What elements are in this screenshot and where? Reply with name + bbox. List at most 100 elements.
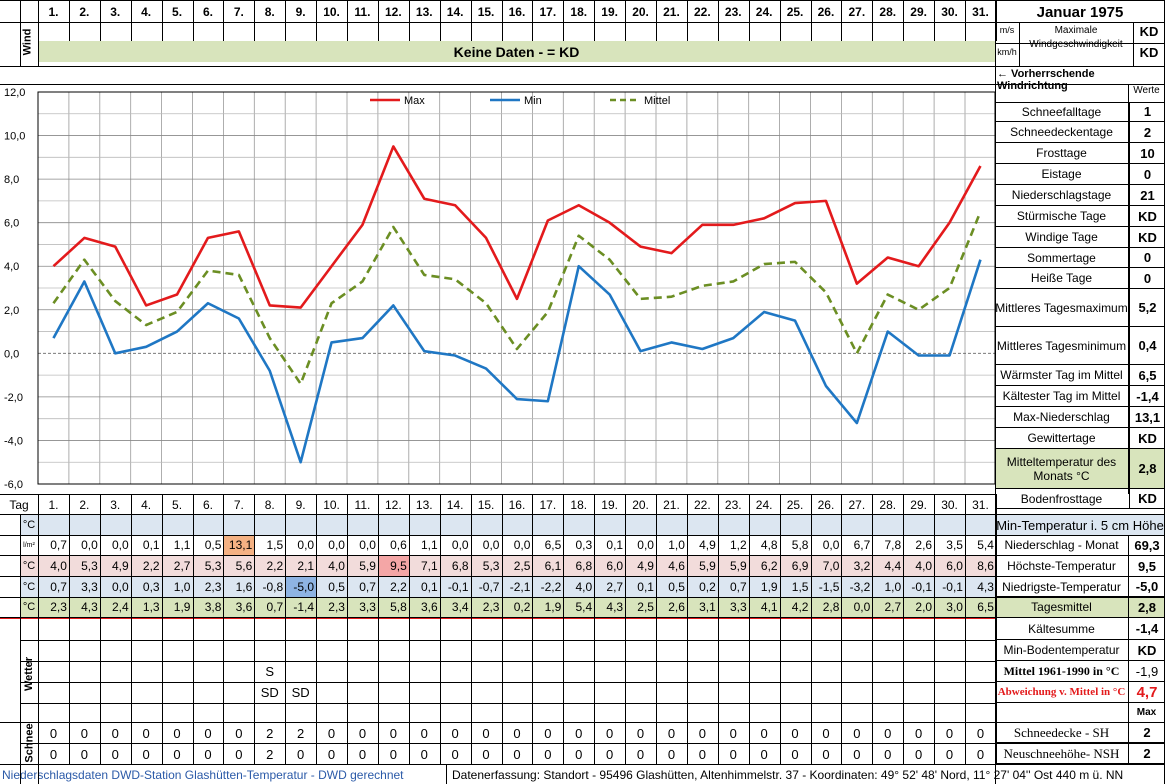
table-value-cell: 0,0 [451, 538, 469, 552]
sidebar-stat-row: Niederschlagstage 21 [995, 185, 1165, 206]
table-value-cell: 0,1 [606, 538, 624, 552]
snow-depth-cell: 0 [49, 725, 58, 741]
snow-depth-cell: 0 [235, 725, 243, 741]
grid-line [995, 494, 997, 618]
day-header-cell: 1. [48, 5, 59, 19]
grid-line [223, 722, 225, 764]
table-value-cell: 4,3 [81, 600, 98, 614]
day-header-cell: 2. [79, 5, 90, 19]
table-value-cell: 3,5 [946, 538, 963, 552]
sidebar-stat-value: 1 [1129, 102, 1165, 121]
sidebar-stat-label: Schneedeckentage [1010, 125, 1113, 139]
grid-line [934, 494, 936, 618]
grid-line [594, 494, 596, 618]
grid-line [254, 494, 256, 618]
table-value-cell: 0,0 [822, 538, 840, 552]
grid-line [0, 722, 995, 723]
snow-depth-cell: 0 [945, 725, 954, 741]
chart-ytick-label: 0,0 [4, 348, 19, 360]
wind-label: Wind [21, 28, 34, 56]
grid-line [0, 618, 995, 619]
grid-line [439, 618, 441, 722]
tag-day-cell: 30. [941, 497, 958, 512]
grid-line [99, 618, 101, 722]
table-value-cell: 2,7 [173, 559, 191, 573]
new-snow-cell: 0 [760, 746, 768, 762]
table-value-cell: 1,5 [266, 538, 284, 552]
grid-line [934, 618, 936, 722]
table-value-cell: 0,7 [50, 538, 67, 552]
table-value-cell: 4,9 [699, 538, 716, 552]
table-value-cell: -2,2 [540, 580, 562, 594]
table-value-cell: 6,8 [451, 559, 469, 573]
grid-line [903, 494, 905, 618]
table-value-cell: 0,0 [297, 538, 315, 552]
new-snow-cell: 0 [173, 746, 181, 762]
day-header-cell: 20. [632, 5, 649, 19]
day-header-cell: 24. [755, 5, 773, 19]
grid-line [285, 722, 287, 764]
grid-line [130, 0, 132, 41]
day-header-cell: 19. [601, 5, 618, 19]
grid-line [38, 0, 39, 41]
unit-kmh: km/h [997, 47, 1017, 57]
snow-depth-cell: 0 [482, 725, 490, 741]
grid-line [446, 764, 447, 784]
sidebar-stat-value: KD [1129, 489, 1165, 508]
table-value-cell: 4,8 [760, 538, 778, 552]
sidebar-stat-row: Bodenfrosttage KD [995, 489, 1165, 509]
table-value-cell: -0,1 [911, 580, 933, 594]
wind-section: Wind Keine Daten - = KD [0, 22, 995, 66]
table-unit-label: °C [22, 560, 36, 572]
grid-line [995, 618, 997, 722]
grid-line [38, 41, 39, 66]
table-value-cell: 0,1 [637, 580, 654, 594]
grid-line [779, 494, 781, 618]
table-value-cell: 0,7 [730, 580, 747, 594]
grid-line [38, 618, 39, 784]
grid-line [656, 722, 657, 764]
table-value-cell: 1,1 [173, 538, 191, 552]
table-value-cell: 0,0 [482, 538, 500, 552]
grid-line [408, 618, 410, 722]
new-snow-cell: 0 [297, 746, 305, 762]
grid-line [99, 494, 101, 618]
summary-value: KD [1137, 642, 1157, 658]
grid-line [810, 0, 812, 41]
table-value-cell: 2,3 [328, 600, 345, 614]
table-value-cell: 0,1 [421, 580, 438, 594]
table-value-cell: 4,0 [328, 559, 345, 573]
grid-line [532, 0, 534, 41]
tag-day-cell: 13. [415, 497, 433, 512]
grid-line [0, 535, 1165, 536]
wetter-label: Wetter [23, 656, 36, 692]
grid-line [38, 494, 39, 514]
sidebar-stat-row: Schneefalltage 1 [995, 102, 1165, 122]
day-header-cell: 6. [202, 5, 213, 19]
chart-ytick-label: 12,0 [4, 87, 25, 99]
tag-day-cell: 26. [817, 497, 835, 512]
grid-line [377, 0, 379, 41]
sidebar-stat-value: 0 [1129, 248, 1165, 267]
table-value-cell: 0,0 [513, 538, 531, 552]
tag-day-cell: 8. [264, 497, 275, 512]
day-header-cell: 22. [693, 5, 711, 19]
min5cm-label: Min-Temperatur i. 5 cm Höhe [995, 515, 1165, 535]
table-value-cell: 2,0 [915, 600, 933, 614]
tag-day-cell: 20. [632, 497, 649, 512]
table-value-cell: 1,5 [791, 580, 809, 594]
table-value-cell: 0,0 [81, 538, 98, 552]
snow-depth-cell: 0 [822, 725, 830, 741]
sidebar-stat-value: 10 [1129, 143, 1165, 163]
sidebar-stat-row: Stürmische Tage KD [995, 206, 1165, 227]
table-value-cell: 0,7 [359, 580, 376, 594]
summary-label: Tagesmittel [1031, 600, 1092, 614]
tag-day-cell: 27. [848, 497, 866, 512]
sidebar-stat-label: Kältester Tag im Mittel [1002, 389, 1121, 403]
grid-line [501, 0, 503, 41]
table-value-cell: 5,3 [81, 559, 98, 573]
table-value-cell: 13,1 [223, 535, 255, 555]
day-header-cell: 14. [446, 5, 464, 19]
sidebar-stat-value: 0,4 [1129, 327, 1165, 364]
table-value-cell: 3,3 [730, 600, 747, 614]
